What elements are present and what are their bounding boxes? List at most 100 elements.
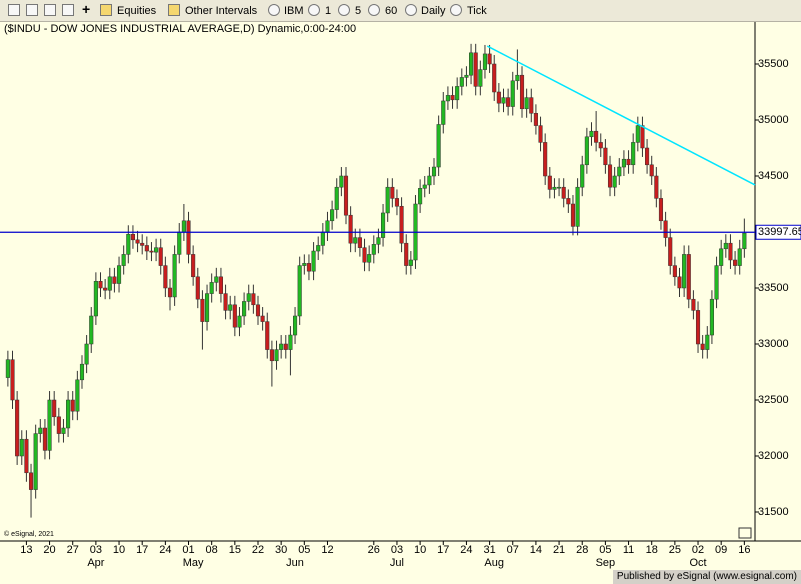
x-tick-label: 07 [507, 544, 519, 556]
candle-body [357, 237, 362, 248]
icon[interactable] [62, 4, 74, 16]
x-tick-label: 20 [43, 544, 55, 556]
toolbar-button[interactable]: 1 [325, 5, 332, 17]
candle-body [709, 298, 714, 336]
candle-body [200, 298, 205, 322]
candle-body [371, 244, 376, 255]
candle-body [140, 242, 145, 246]
candle-body [89, 315, 94, 345]
candle-body [506, 97, 511, 107]
toolbar-button[interactable]: 60 [385, 5, 398, 17]
candle-body [353, 237, 358, 244]
month-label: Sep [596, 557, 616, 569]
x-tick-label: 09 [715, 544, 727, 556]
candle-body [163, 265, 168, 289]
candle-body [385, 186, 390, 214]
candle-body [52, 399, 57, 418]
candle-body [269, 349, 274, 362]
candle-body [246, 293, 251, 302]
icon[interactable] [26, 4, 38, 16]
x-tick-label: 02 [692, 544, 704, 556]
x-tick-label: 12 [321, 544, 333, 556]
candle-body [158, 247, 163, 266]
candle-body [436, 124, 441, 168]
candle-body [455, 86, 460, 101]
x-tick-label: 05 [599, 544, 611, 556]
x-tick-label: 17 [437, 544, 449, 556]
candle-body [529, 97, 534, 114]
candle-body [223, 293, 228, 311]
candle-body [191, 254, 196, 278]
x-tick-label: 03 [391, 544, 403, 556]
toolbar-button[interactable]: Other Intervals [185, 5, 258, 17]
x-tick-label: 15 [229, 544, 241, 556]
candle-body [288, 334, 293, 350]
candle-body [733, 259, 738, 266]
candle-body [61, 427, 66, 434]
candle-body [714, 265, 719, 300]
candle-body [580, 164, 585, 188]
toolbar-button[interactable]: Equities [117, 5, 157, 17]
x-tick-label: 22 [252, 544, 264, 556]
copyright: © eSignal, 2021 [4, 530, 54, 538]
candle-body [547, 175, 552, 190]
icon [450, 4, 462, 16]
candle-body [515, 74, 520, 82]
candle-body [478, 69, 483, 87]
x-tick-label: 25 [669, 544, 681, 556]
toolbar-button[interactable]: Daily [421, 5, 446, 17]
icon[interactable] [44, 4, 56, 16]
candle-body [316, 245, 321, 252]
candle-body [195, 276, 200, 300]
add-button[interactable]: + [82, 1, 91, 17]
candle-body [103, 287, 108, 291]
toolbar-button[interactable]: 5 [355, 5, 362, 17]
candle-body [135, 239, 140, 244]
candle-body [237, 315, 242, 328]
candle-body [621, 158, 626, 168]
candle-body [209, 282, 214, 294]
candle-body [742, 232, 747, 250]
candle-body [682, 254, 687, 289]
candle-body [15, 399, 20, 457]
toolbar-button[interactable]: Tick [467, 5, 487, 17]
candle-body [343, 175, 349, 216]
toolbar-button[interactable]: IBM [284, 5, 304, 17]
level-label-box [755, 224, 801, 240]
scroll-icon[interactable] [738, 527, 752, 539]
candle-body [418, 188, 423, 205]
candle-body [255, 304, 261, 317]
candle-body [339, 175, 344, 188]
folder-icon [100, 4, 112, 16]
candle-body [626, 158, 631, 166]
candle-body [473, 52, 478, 87]
y-tick-label: 35500 [758, 58, 789, 70]
candle-body [260, 315, 265, 322]
candle-body [376, 237, 381, 245]
level-label: 33997.65 [758, 226, 801, 238]
x-tick-label: 31 [483, 544, 495, 556]
candle-body [167, 287, 173, 298]
candle-body [723, 242, 728, 250]
candle-body [154, 247, 159, 253]
candle-body [251, 293, 256, 306]
candle-body [242, 301, 247, 317]
candle-body [293, 315, 298, 336]
candle-body [691, 298, 696, 311]
y-tick-label: 33000 [758, 338, 789, 350]
x-tick-label: 13 [20, 544, 32, 556]
candle-body [640, 125, 645, 149]
chart: ($INDU - DOW JONES INDUSTRIAL AVERAGE,D)… [0, 22, 801, 584]
candle-body [705, 334, 710, 350]
candle-body [543, 142, 548, 177]
candle-body [607, 164, 613, 188]
candle-body [496, 91, 501, 104]
x-tick-label: 16 [738, 544, 750, 556]
icon[interactable] [8, 4, 20, 16]
candle-body [677, 276, 682, 289]
candle-body [519, 74, 525, 110]
candle-body [320, 231, 325, 246]
candle-body [663, 220, 668, 238]
candle-body [181, 220, 186, 233]
